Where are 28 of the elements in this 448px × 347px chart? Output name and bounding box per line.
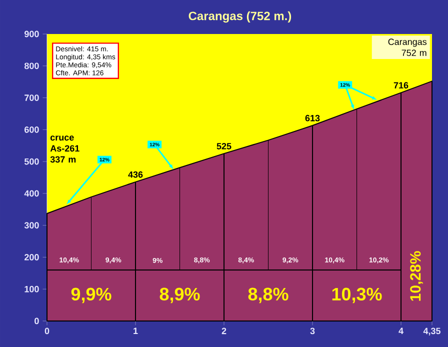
data-label: 525 <box>216 143 232 150</box>
y-tick-label: 300 <box>24 222 39 229</box>
data-label: 716 <box>394 82 408 88</box>
y-tick-label: 900 <box>24 30 39 38</box>
y-tick-label: 800 <box>24 62 39 70</box>
x-tick-label: 3 <box>310 328 315 334</box>
x-tick-label: 1 <box>134 328 138 334</box>
data-label: 613 <box>305 114 320 122</box>
annotation: 9,9% <box>71 288 112 304</box>
data-label: 436 <box>128 171 143 178</box>
chart-title: Carangas (752 m.) <box>188 11 292 23</box>
y-tick-label: 400 <box>24 190 39 197</box>
y-tick-label: 200 <box>24 254 39 260</box>
annotation: Carangas 752 m <box>388 38 427 56</box>
x-tick-label: 4,35 <box>423 328 440 336</box>
annotation: 8,9% <box>160 288 200 304</box>
annotation: 10,3% <box>332 288 382 304</box>
x-tick-label: 0 <box>44 328 50 334</box>
y-tick-label: 100 <box>24 286 39 292</box>
annotation: cruce As-261 337 m <box>50 136 80 163</box>
annotation: 8,8% <box>248 288 288 304</box>
y-tick-label: 500 <box>24 158 39 165</box>
annotation: 10,28% <box>410 251 423 301</box>
y-tick-label: 0 <box>34 318 39 324</box>
y-tick-label: 700 <box>24 94 39 101</box>
x-tick-label: 2 <box>222 328 226 334</box>
y-tick-label: 600 <box>24 126 39 133</box>
x-tick-label: 4 <box>398 328 404 334</box>
